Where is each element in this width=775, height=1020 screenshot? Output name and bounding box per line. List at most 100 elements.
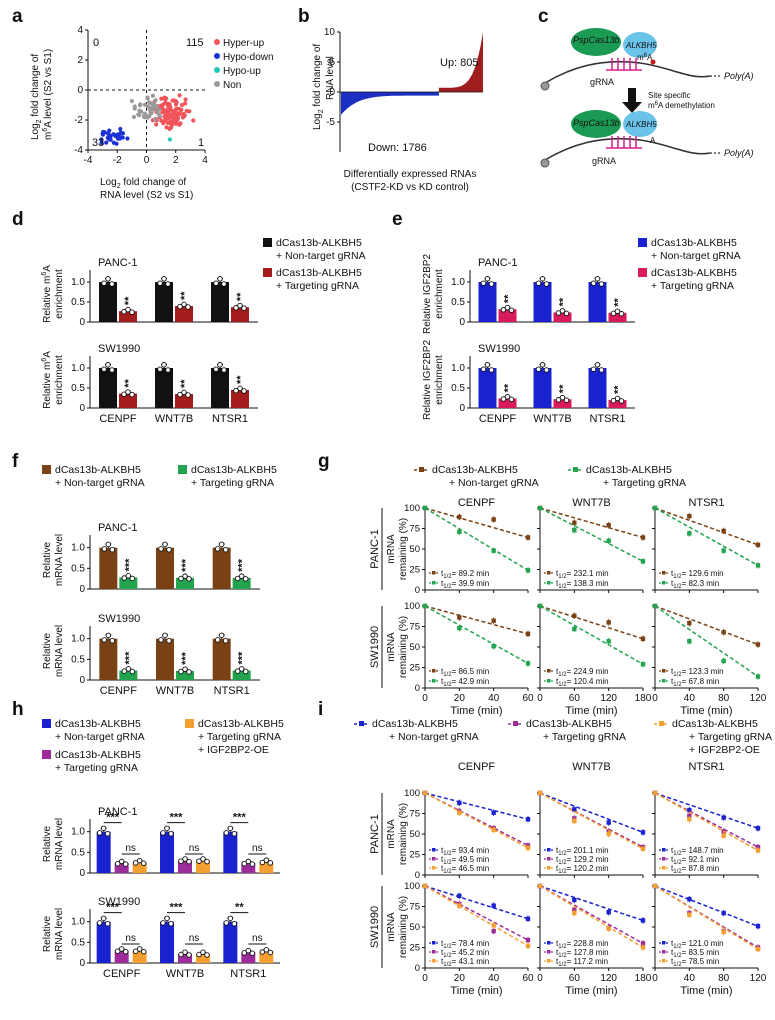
panel_g-point (687, 621, 692, 626)
panel_g-point (652, 603, 658, 609)
panel_e-replicate-dot (539, 362, 546, 368)
panel_i-fit-line (424, 885, 529, 941)
panel_i-point (457, 810, 462, 815)
panel_g-half-legend-marker (547, 679, 551, 683)
panel_i-half-legend-marker (547, 941, 551, 945)
panel_i-point (491, 928, 496, 934)
panel_f-replicate-dot (214, 637, 221, 643)
panel_i-fit-line (424, 885, 529, 947)
panel_f-replicate-dot (238, 573, 245, 579)
panel_e-replicate-dot (594, 362, 601, 368)
panel_i-fit-line (654, 885, 759, 927)
panel_d-replicate-dot (181, 389, 187, 396)
panel_i-half-life: t1/2= 121.0 min (671, 939, 724, 950)
panel_f-replicate-dot (222, 546, 229, 553)
panel_g-ylabel-line1: mRNA (386, 534, 397, 564)
panel_d-legend-text: + Targeting gRNA (276, 280, 359, 292)
panel_h-replicate-dot (132, 860, 139, 866)
panel_h-replicate-dot (136, 946, 143, 952)
panel_g-half-legend-marker (547, 581, 551, 585)
legend-hyper-up-label: Hyper-up (223, 38, 265, 49)
panel_h-legend-text: dCas13b-ALKBH5 (55, 749, 141, 761)
panel_g-half-value: = 138.3 min (567, 579, 609, 588)
panel_i-half-value: = 129.2 min (567, 855, 609, 864)
panel_h-category-label: WNT7B (166, 968, 205, 980)
panel-a-point-hyper-up (174, 100, 179, 105)
panel-a-point-hyper-up (167, 105, 172, 110)
panel_d-legend-text: dCas13b-ALKBH5 (276, 237, 362, 249)
panel_g-legend-text: dCas13b-ALKBH5 (432, 464, 518, 476)
panel_d-replicate-dot (101, 280, 107, 286)
panel_d-bar (155, 368, 173, 408)
panel_e-legend-text: + Targeting gRNA (651, 280, 734, 292)
panel-letter-c: c (538, 6, 549, 27)
panel_g-half-sub: 1/2 (443, 672, 452, 678)
panel_i-fit-line (654, 792, 759, 848)
panel-c-a-label: A (650, 136, 656, 145)
panel_i-ytick-label: 0 (415, 963, 420, 974)
panel_f-bar (176, 577, 194, 589)
panel_g-xlabel: Time (min) (565, 705, 617, 717)
panel_h-sig: *** (170, 902, 184, 914)
panel_e-replicate-dot (610, 397, 617, 404)
panel-a-point-non (156, 107, 162, 112)
panel_h-legend-text: + IGF2BP2-OE (198, 744, 269, 756)
panel_g-half-legend-marker (662, 571, 666, 575)
panel_d-replicate-dot (121, 391, 127, 397)
panel-c-grna-label-bottom: gRNA (592, 156, 616, 166)
panel_e-replicate-dot (559, 308, 566, 314)
panel-a-count-br: 1 (198, 137, 204, 149)
panel_i-point (652, 790, 658, 796)
panel_d-ylabel-a: Relative m (42, 362, 53, 409)
panel_i-xlabel: Time (min) (450, 985, 502, 997)
panel_g-point (606, 620, 611, 625)
panel_e-bar (533, 282, 552, 322)
panel_g-point (640, 662, 646, 667)
panel_i-half-sub: 1/2 (558, 869, 567, 875)
panel-c-cas13b-bottom (571, 110, 621, 138)
panel-b-ytick-label: 0 (329, 87, 335, 98)
panel_f-replicate-dot (182, 666, 188, 673)
panel-c-polya-top: Poly(A) (724, 71, 754, 81)
panel_i-ytick-label: 75 (409, 809, 420, 820)
panel_i-half-value: = 49.5 min (452, 855, 490, 864)
panel-letter-g: g (318, 451, 330, 472)
panel-i: dCas13b-ALKBH5+ Non-target gRNAdCas13b-A… (354, 718, 772, 997)
panel_f-ytick-label: 0.5 (71, 563, 85, 574)
panel_g-point (721, 630, 726, 635)
panel_i-half-prefix: t (441, 948, 444, 957)
legend-hypo-down-label: Hypo-down (223, 52, 274, 63)
panel_e-ytick-label: 0.5 (451, 383, 465, 394)
panel_g-fit-line (539, 605, 644, 665)
panel_g-ytick-label: 75 (409, 524, 420, 535)
panel_f-sig: *** (123, 651, 135, 665)
panel_i-point (525, 943, 531, 949)
panel-a-point-non (153, 98, 158, 103)
legend-non-marker (214, 81, 220, 87)
panel_d-bar (99, 368, 117, 408)
panel_h-replicate-dot (168, 920, 174, 927)
panel-a-point-hyper-up (183, 97, 188, 102)
panel-a-point-hyper-up (177, 93, 182, 98)
panel_d-category-label: CENPF (99, 413, 137, 425)
panel_h-bar (223, 831, 238, 873)
panel_e-ylabel: Relative IGF2BP2 enrichment (422, 254, 445, 334)
panel_i-half-prefix: t (671, 948, 674, 957)
panel_h-replicate-dot (227, 825, 234, 832)
panel_e-ylabel-line2: enrichment (434, 355, 445, 405)
panel_h-bar (259, 951, 274, 963)
panel_g-xtick-label: 120 (600, 693, 617, 704)
panel_d-replicate-dot (213, 280, 219, 286)
panel_g-half-legend-marker (662, 679, 666, 683)
panel_h-replicate-dot (122, 948, 129, 955)
panel_e-bar (498, 398, 517, 408)
panel_h-bar (178, 953, 192, 963)
panel_i-ytick-label: 100 (404, 881, 420, 892)
panel_i-point (755, 826, 761, 831)
panel-b: 10 5 0 -5 Up: 805 Down: 1786 Differentially… (312, 27, 483, 193)
panel_f-replicate-dot (218, 632, 225, 639)
panel_d-replicate-dot (165, 281, 171, 287)
panel_h-ytick-label: 0 (79, 958, 85, 969)
panel_h-replicate-dot (196, 951, 202, 958)
panel_i-fit-line (539, 885, 644, 949)
